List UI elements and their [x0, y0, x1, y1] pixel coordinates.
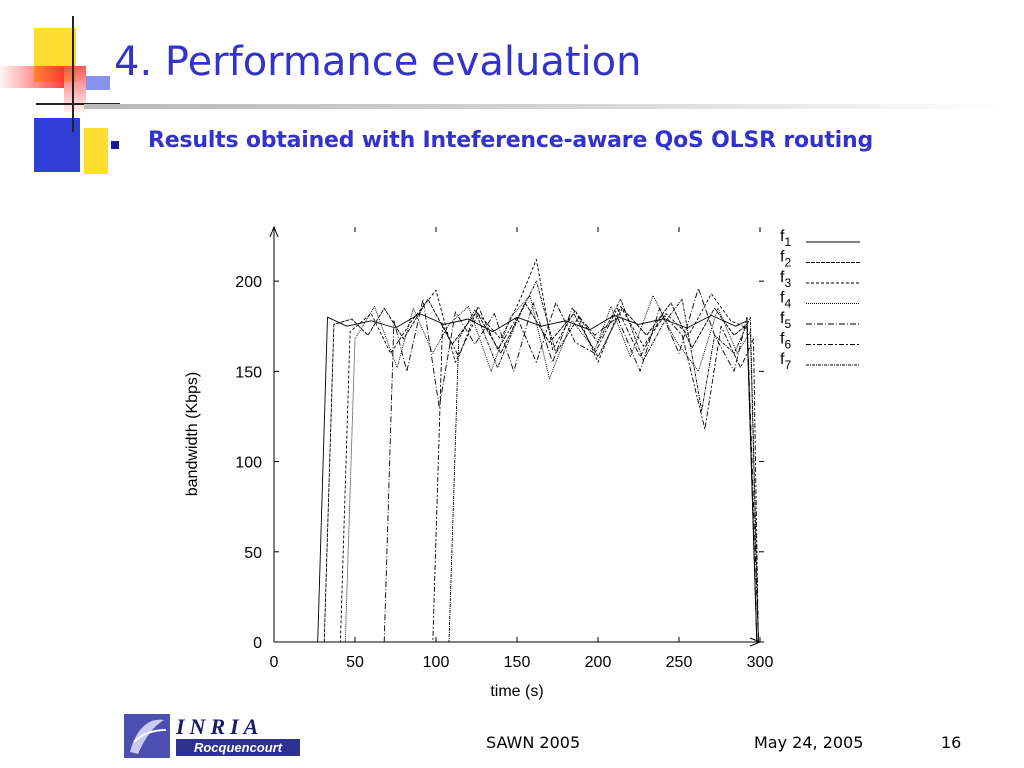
deco-red-fade [64, 66, 86, 112]
series-line-f6 [274, 302, 760, 643]
x-tick-label-300: 300 [747, 654, 774, 671]
series-line-f3 [274, 259, 760, 643]
legend-label-f4: f4 [780, 290, 791, 311]
x-tick-label-0: 0 [270, 654, 279, 671]
deco-blue-bar [86, 76, 110, 90]
legend-subscript-f5: 5 [784, 317, 791, 331]
x-tick-label-150: 150 [504, 654, 531, 671]
y-axis-label: bandwidth (Kbps) [184, 372, 201, 497]
logo-subtitle: Rocquencourt [194, 740, 283, 755]
footer-page-number: 16 [941, 733, 962, 752]
corner-decoration [0, 16, 120, 174]
legend-subscript-f7: 7 [784, 358, 791, 372]
y-tick-label-100: 100 [235, 455, 262, 472]
footer-date: May 24, 2005 [754, 733, 864, 752]
plot-series [274, 259, 760, 643]
y-tick-label-0: 0 [253, 635, 262, 652]
inria-logo: INRIA Rocquencourt [124, 714, 300, 758]
legend-label-f7: f7 [780, 351, 791, 372]
footer-event: SAWN 2005 [486, 733, 581, 752]
x-tick-label-200: 200 [585, 654, 612, 671]
y-tick-label-150: 150 [235, 364, 262, 381]
legend-subscript-f3: 3 [784, 276, 791, 290]
legend-label-f1: f1 [780, 228, 791, 249]
series-line-f5 [274, 287, 760, 643]
y-tick-label-200: 200 [235, 274, 262, 291]
bullet-text: Results obtained with Inteference-aware … [148, 128, 874, 153]
legend-label-f5: f5 [780, 310, 791, 331]
deco-yellow-square-bottom [84, 128, 108, 174]
legend-subscript-f1: 1 [784, 235, 791, 249]
x-tick-label-250: 250 [666, 654, 693, 671]
y-tick-label-50: 50 [244, 545, 262, 562]
title-underline [84, 104, 1004, 109]
slide-title: 4. Performance evaluation [114, 39, 642, 85]
legend-label-f6: f6 [780, 331, 791, 352]
deco-red-band [0, 66, 64, 88]
legend-subscript-f4: 4 [784, 297, 791, 311]
x-axis-label: time (s) [490, 683, 543, 700]
series-line-f2 [274, 298, 760, 643]
legend-label-f3: f3 [780, 269, 791, 290]
logo-wordmark: INRIA [175, 714, 263, 739]
series-line-f4 [274, 295, 760, 643]
series-line-f7 [274, 280, 760, 643]
plot-ticks: 0 50 100 150 200 250 300 0 50 100 150 200 [235, 227, 773, 671]
legend-subscript-f6: 6 [784, 338, 791, 352]
x-tick-label-100: 100 [423, 654, 450, 671]
x-tick-label-50: 50 [346, 654, 364, 671]
legend-subscript-f2: 2 [784, 256, 791, 270]
bullet-marker [111, 141, 119, 149]
legend-label-f2: f2 [780, 249, 791, 270]
plot-frame [269, 225, 762, 647]
